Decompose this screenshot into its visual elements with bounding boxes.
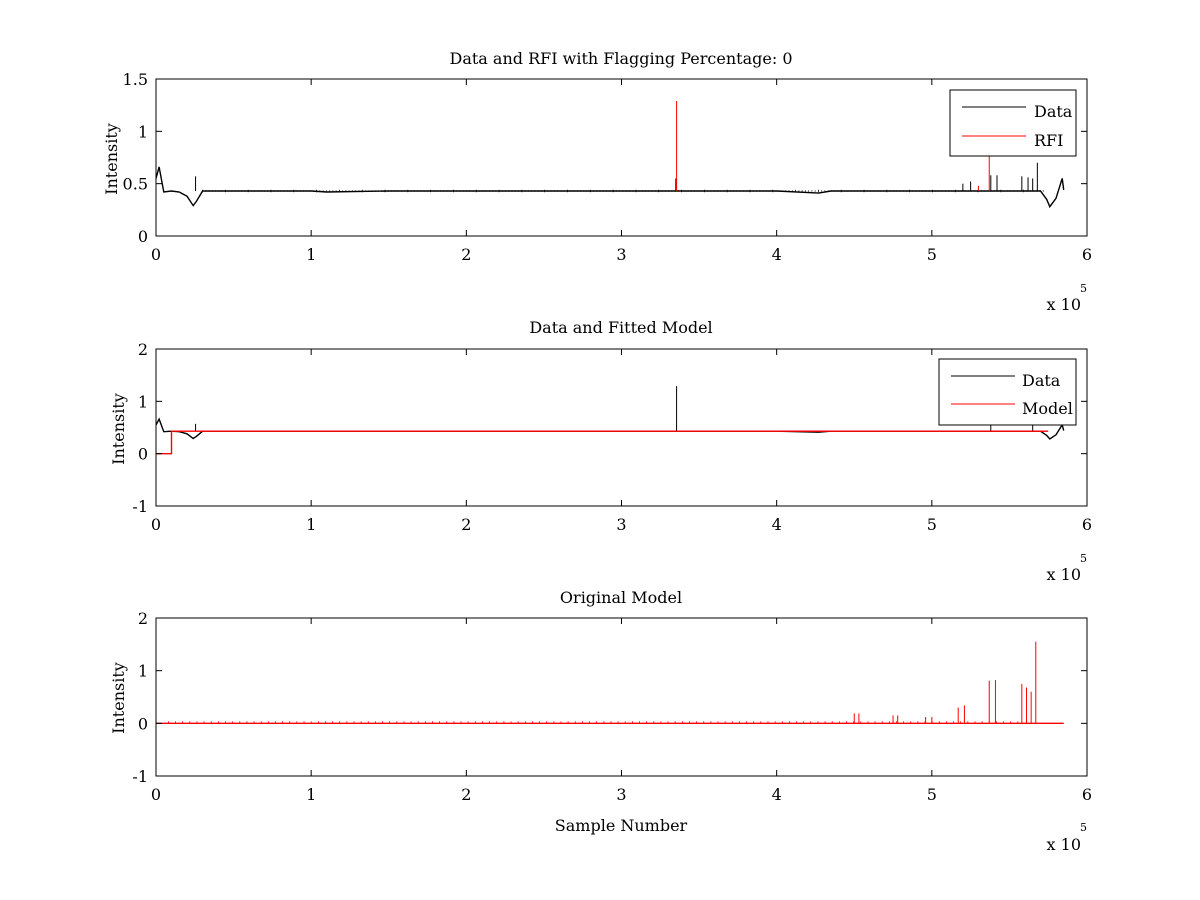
subplot-2-xtick-label: 0: [151, 515, 161, 534]
subplot-2-multiplier: x 10 5: [1047, 552, 1087, 584]
subplot-2-multiplier-label: x 10: [1047, 565, 1081, 584]
subplot-2-xtick-label: 6: [1082, 515, 1092, 534]
subplot-2-legend-data-label: Data: [1022, 371, 1061, 390]
subplot-1-multiplier: x 10 5: [1047, 282, 1087, 314]
subplot-3-xtick-label: 4: [772, 785, 782, 804]
subplot-1-xtick-label: 4: [772, 245, 782, 264]
subplot-1-series-0-line: [155, 166, 1065, 209]
subplot-2-legend: Data Model: [938, 358, 1077, 426]
subplot-1-xtick-label: 1: [306, 245, 316, 264]
subplot-2-xtick-label: 4: [772, 515, 782, 534]
subplot-3-xlabel: Sample Number: [555, 816, 688, 835]
subplot-3-xtick-label: 3: [616, 785, 626, 804]
subplot-1-xtick-label: 3: [616, 245, 626, 264]
subplot-1: Data and RFI with Flagging Percentage: 0…: [102, 49, 1092, 314]
subplot-2-legend-model-label: Model: [1022, 399, 1073, 418]
subplot-1-xtick-label: 0: [151, 245, 161, 264]
subplot-1-xtick-label: 5: [927, 245, 937, 264]
subplot-2-ytick-label: 2: [138, 340, 148, 359]
subplot-2-ytick-label: 0: [138, 445, 148, 464]
subplot-1-ytick-label: 0: [138, 227, 148, 246]
subplot-1-title: Data and RFI with Flagging Percentage: 0: [449, 49, 792, 68]
subplot-3-ytick-label: 2: [138, 609, 148, 628]
subplot-1-multiplier-label: x 10: [1047, 295, 1081, 314]
subplot-2-ylabel: Intensity: [109, 393, 128, 465]
subplot-2-xtick-label: 3: [616, 515, 626, 534]
subplot-3-title: Original Model: [560, 588, 682, 607]
subplot-2-ytick-label: 1: [138, 392, 148, 411]
subplot-3-xtick-label: 1: [306, 785, 316, 804]
subplot-3-multiplier-label: x 10: [1047, 835, 1081, 854]
subplot-2: Data and Fitted Model Intensity 0 1 2 3 4 5 6 -…: [109, 318, 1092, 584]
subplot-1-multiplier-exponent: 5: [1080, 282, 1087, 295]
subplot-1-xtick-label: 6: [1082, 245, 1092, 264]
subplot-2-xtick-label: 2: [461, 515, 471, 534]
subplot-2-multiplier-exponent: 5: [1080, 552, 1087, 565]
subplot-2-legend-box: [938, 358, 1077, 426]
subplot-1-plot-area: 0 1 2 3 4 5 6 0 0.5 1 1.5: [123, 70, 1093, 264]
subplot-1-legend: Data RFI: [949, 89, 1077, 157]
subplot-2-title: Data and Fitted Model: [529, 318, 712, 337]
subplot-1-legend-rfi-label: RFI: [1034, 131, 1063, 150]
subplot-1-legend-box: [949, 89, 1077, 157]
subplot-2-xtick-label: 5: [927, 515, 937, 534]
subplot-3-xtick-label: 2: [461, 785, 471, 804]
subplot-1-xtick-label: 2: [461, 245, 471, 264]
subplot-3: Original Model Intensity Sample Number 0…: [109, 588, 1092, 854]
subplot-1-ytick-label: 0.5: [123, 175, 148, 194]
subplot-3-ytick-label: -1: [132, 767, 148, 786]
subplot-1-ylabel: Intensity: [102, 123, 121, 195]
subplot-1-ytick-label: 1: [138, 122, 148, 141]
subplot-3-xtick-label: 0: [151, 785, 161, 804]
subplot-3-ylabel: Intensity: [109, 662, 128, 734]
subplot-3-multiplier: x 10 5: [1047, 821, 1087, 854]
subplot-1-ytick-label: 1.5: [123, 70, 148, 89]
subplot-2-ytick-label: -1: [132, 497, 148, 516]
subplot-3-ytick-label: 0: [138, 714, 148, 733]
subplot-2-series-1-line: [156, 430, 1049, 455]
subplot-3-ytick-label: 1: [138, 662, 148, 681]
subplot-3-xtick-label: 6: [1082, 785, 1092, 804]
subplot-1-legend-data-label: Data: [1034, 102, 1073, 121]
subplot-2-xtick-label: 1: [306, 515, 316, 534]
subplot-3-xtick-label: 5: [927, 785, 937, 804]
subplot-3-multiplier-exponent: 5: [1080, 821, 1087, 834]
